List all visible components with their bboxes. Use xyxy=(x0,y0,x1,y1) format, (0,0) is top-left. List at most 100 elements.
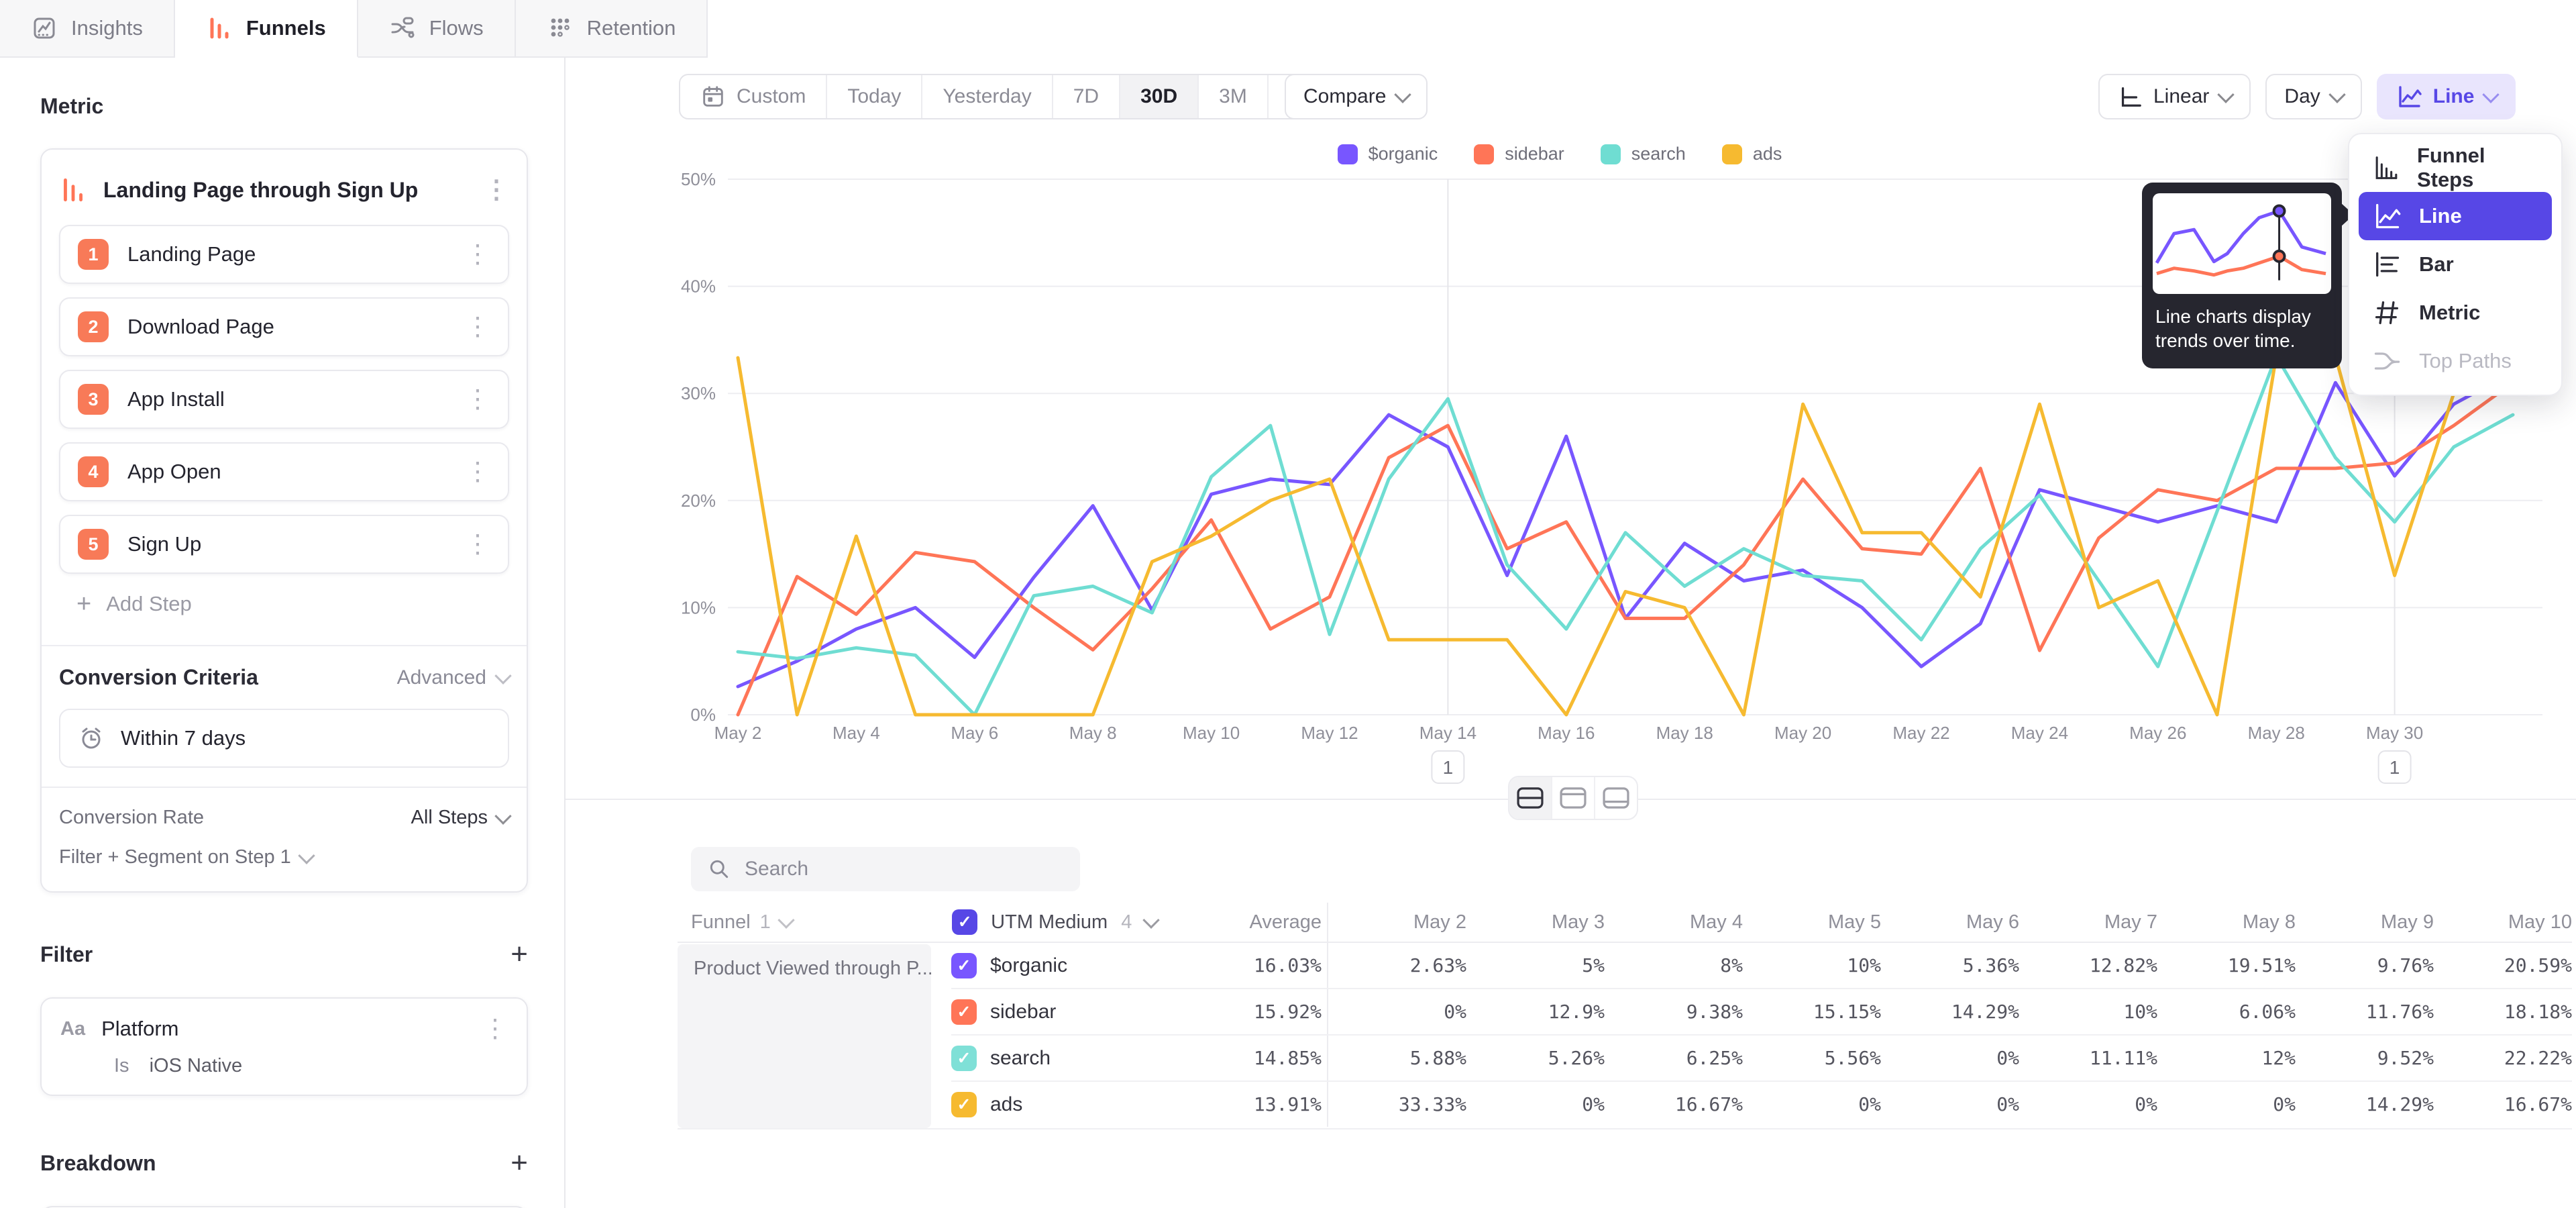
funnel-column-header[interactable]: Funnel 1 xyxy=(678,911,952,934)
kebab-menu-icon[interactable]: ⋮ xyxy=(482,1016,508,1042)
y-axis-tick: 20% xyxy=(681,491,716,511)
average-value: 13.91% xyxy=(1173,1093,1327,1115)
funnel-step-5[interactable]: 5 Sign Up ⋮ xyxy=(59,515,509,574)
date-column-header[interactable]: May 6 xyxy=(1881,911,2019,934)
funnel-step-3[interactable]: 3 App Install ⋮ xyxy=(59,370,509,429)
cell-value: 9.38% xyxy=(1605,1001,1743,1023)
range-7d[interactable]: 7D xyxy=(1053,75,1120,118)
kebab-menu-icon[interactable]: ⋮ xyxy=(484,177,509,203)
date-column-header[interactable]: May 5 xyxy=(1743,911,1881,934)
tab-funnels[interactable]: Funnels xyxy=(175,0,358,58)
series-checkbox[interactable]: ✓ xyxy=(951,1046,977,1071)
funnels-app: Insights Funnels Flows Retention Metric … xyxy=(0,0,2576,1208)
conversion-window-button[interactable]: Within 7 days xyxy=(59,709,509,768)
cell-value: 0% xyxy=(1881,1047,2019,1069)
filter-property-row[interactable]: Aa Platform ⋮ xyxy=(60,1016,508,1042)
range-yesterday[interactable]: Yesterday xyxy=(922,75,1053,118)
funnel-step-4[interactable]: 4 App Open ⋮ xyxy=(59,442,509,501)
funnel-title-row[interactable]: Landing Page through Sign Up ⋮ xyxy=(59,168,509,211)
date-column-header[interactable]: May 4 xyxy=(1605,911,1743,934)
step-number-badge: 4 xyxy=(78,456,109,487)
split-view-icon xyxy=(1516,787,1544,809)
funnels-icon xyxy=(206,15,233,42)
kebab-menu-icon[interactable]: ⋮ xyxy=(465,314,490,340)
menu-item-line[interactable]: Line xyxy=(2359,192,2552,240)
bar-chart-icon xyxy=(2372,250,2402,279)
menu-item-funnel-steps[interactable]: Funnel Steps xyxy=(2359,144,2552,192)
chevron-down-icon xyxy=(2483,86,2500,103)
range-custom[interactable]: Custom xyxy=(680,75,827,118)
average-column-header[interactable]: Average xyxy=(1173,911,1327,934)
legend-item[interactable]: $organic xyxy=(1338,144,1438,164)
linear-scale-icon xyxy=(2117,84,2143,109)
legend-item[interactable]: ads xyxy=(1722,144,1782,164)
select-all-checkbox[interactable]: ✓ xyxy=(952,909,977,935)
kebab-menu-icon[interactable]: ⋮ xyxy=(465,242,490,267)
legend-item[interactable]: search xyxy=(1601,144,1686,164)
average-value: 15.92% xyxy=(1173,1001,1327,1023)
kebab-menu-icon[interactable]: ⋮ xyxy=(465,532,490,557)
table-search-input[interactable]: Search xyxy=(691,847,1080,891)
kebab-menu-icon[interactable]: ⋮ xyxy=(465,387,490,412)
date-column-headers: May 2May 3May 4May 5May 6May 7May 8May 9… xyxy=(1327,903,2572,942)
cell-value: 0% xyxy=(1328,1001,1466,1023)
table-row-ads[interactable]: ✓ads13.91%33.33%0%16.67%0%0%0%0%14.29%16… xyxy=(951,1080,2572,1127)
tab-retention[interactable]: Retention xyxy=(516,0,708,58)
series-checkbox[interactable]: ✓ xyxy=(951,953,977,978)
filter-segment-dropdown[interactable]: Filter + Segment on Step 1 xyxy=(59,846,509,868)
x-axis-tick: May 26 xyxy=(2129,723,2186,743)
line-chart-icon xyxy=(2396,83,2422,110)
date-column-header[interactable]: May 10 xyxy=(2434,911,2572,934)
date-column-header[interactable]: May 3 xyxy=(1466,911,1605,934)
insights-icon xyxy=(31,15,58,42)
table-only-view-button[interactable] xyxy=(1595,777,1637,819)
add-breakdown-button[interactable]: + xyxy=(511,1148,528,1178)
chart-type-dropdown-button[interactable]: Line xyxy=(2377,74,2516,119)
date-column-header[interactable]: May 9 xyxy=(2296,911,2434,934)
add-step-button[interactable]: + Add Step xyxy=(59,582,509,626)
table-row-sidebar[interactable]: ✓sidebar15.92%0%12.9%9.38%15.15%14.29%10… xyxy=(951,988,2572,1034)
chart-type-tooltip: Line charts display trends over time. xyxy=(2142,183,2342,368)
tab-label: Flows xyxy=(429,16,484,40)
breakdown-column-header[interactable]: ✓ UTM Medium 4 xyxy=(952,909,1173,935)
filter-condition-row[interactable]: Is iOS Native xyxy=(60,1055,508,1077)
step-number-badge: 5 xyxy=(78,529,109,560)
series-checkbox[interactable]: ✓ xyxy=(951,1092,977,1117)
range-3m[interactable]: 3M xyxy=(1199,75,1269,118)
legend-item[interactable]: sidebar xyxy=(1474,144,1564,164)
tab-flows[interactable]: Flows xyxy=(358,0,516,58)
view-layout-toggle xyxy=(1508,776,1638,820)
chart-type-menu: Funnel Steps Line Bar Metric Top Paths xyxy=(2348,133,2563,396)
tab-label: Retention xyxy=(587,16,676,40)
granularity-dropdown-button[interactable]: Day xyxy=(2265,74,2361,119)
cell-value: 15.15% xyxy=(1743,1001,1881,1023)
table-header-row: Funnel 1 ✓ UTM Medium 4 Average May 2May… xyxy=(678,903,2572,942)
kebab-menu-icon[interactable]: ⋮ xyxy=(465,459,490,485)
funnel-step-2[interactable]: 2 Download Page ⋮ xyxy=(59,297,509,356)
compare-button[interactable]: Compare xyxy=(1285,74,1428,119)
menu-item-bar[interactable]: Bar xyxy=(2359,240,2552,289)
date-column-header[interactable]: May 7 xyxy=(2019,911,2157,934)
table-row-$organic[interactable]: ✓$organic16.03%2.63%5%8%10%5.36%12.82%19… xyxy=(951,943,2572,988)
add-filter-button[interactable]: + xyxy=(511,940,528,969)
all-steps-dropdown[interactable]: All Steps xyxy=(411,807,509,829)
menu-item-metric[interactable]: Metric xyxy=(2359,289,2552,337)
annotation-count: 1 xyxy=(1443,757,1454,778)
alarm-clock-icon xyxy=(78,725,105,752)
date-column-header[interactable]: May 8 xyxy=(2157,911,2296,934)
range-30d[interactable]: 30D xyxy=(1120,75,1199,118)
series-checkbox[interactable]: ✓ xyxy=(951,999,977,1025)
funnel-group-cell[interactable]: Product Viewed through P... xyxy=(678,944,931,1128)
chart-only-view-button[interactable] xyxy=(1552,777,1595,819)
conversion-window-value: Within 7 days xyxy=(121,726,246,750)
advanced-dropdown[interactable]: Advanced xyxy=(397,666,509,689)
x-axis-tick: May 16 xyxy=(1538,723,1595,743)
funnel-step-1[interactable]: 1 Landing Page ⋮ xyxy=(59,225,509,284)
report-type-tabs: Insights Funnels Flows Retention xyxy=(0,0,708,58)
tab-insights[interactable]: Insights xyxy=(0,0,175,58)
split-view-button[interactable] xyxy=(1509,777,1552,819)
scale-dropdown-button[interactable]: Linear xyxy=(2098,74,2251,119)
date-column-header[interactable]: May 2 xyxy=(1328,911,1466,934)
table-row-search[interactable]: ✓search14.85%5.88%5.26%6.25%5.56%0%11.11… xyxy=(951,1034,2572,1080)
range-today[interactable]: Today xyxy=(827,75,922,118)
